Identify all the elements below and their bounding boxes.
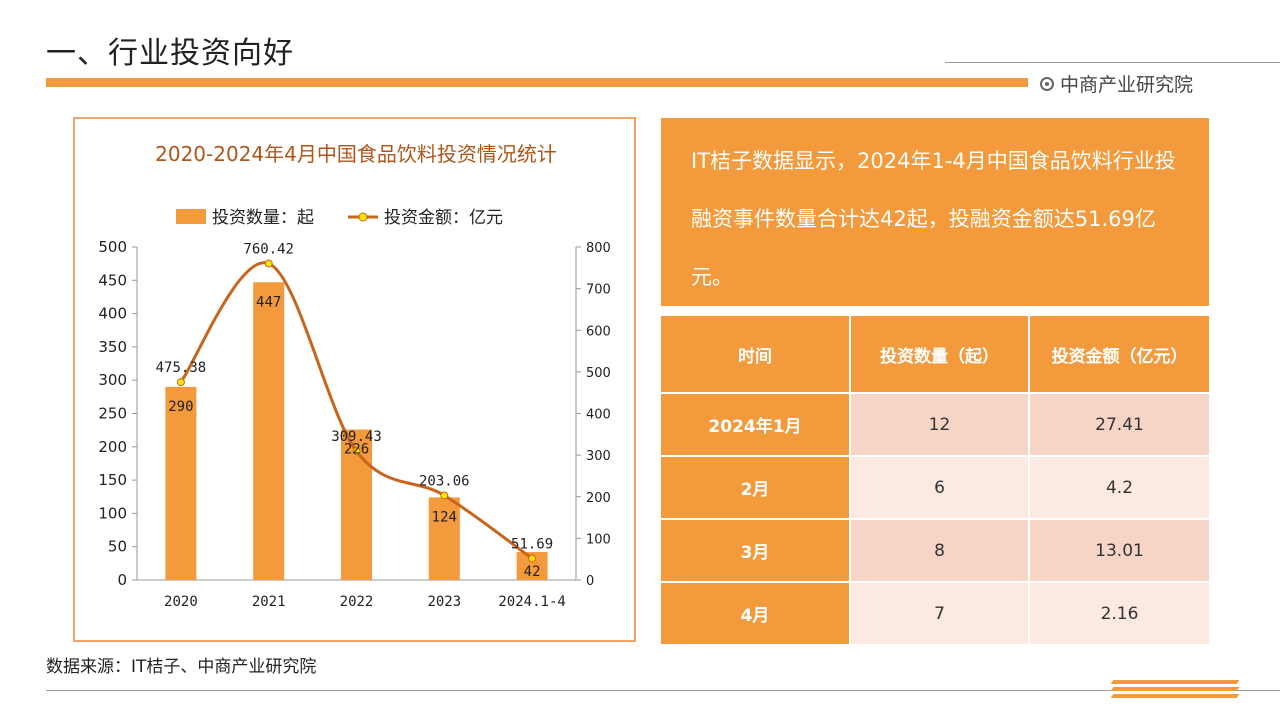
- title-accent-bar: [46, 78, 1028, 87]
- table-cell-amount: 2.16: [1030, 581, 1209, 644]
- table-cell-count: 7: [851, 581, 1030, 644]
- page-title: 一、行业投资向好: [46, 36, 294, 71]
- bar-value-label: 42: [524, 564, 541, 580]
- y-tick-label-left: 350: [98, 338, 127, 356]
- table-cell-time: 3月: [661, 518, 851, 581]
- table-cell-time: 2024年1月: [661, 392, 851, 455]
- x-tick-label: 2022: [340, 594, 374, 610]
- line-point-2024.1-4: [528, 554, 537, 563]
- table-cell-time: 4月: [661, 581, 851, 644]
- bar-value-label: 447: [256, 294, 281, 310]
- bar-2021: [253, 282, 285, 580]
- bar-2020: [165, 386, 197, 580]
- brand-logo: 中商产业研究院: [1040, 70, 1193, 97]
- line-point-2022: [352, 447, 361, 456]
- bar-value-label: 124: [432, 509, 457, 525]
- y-tick-label-left: 450: [98, 271, 127, 289]
- y-tick-label-right: 300: [586, 449, 611, 464]
- legend-marker-line: [358, 212, 368, 222]
- y-tick-label-left: 50: [108, 538, 127, 556]
- line-value-label: 475.38: [156, 360, 207, 376]
- line-value-label: 203.06: [419, 473, 470, 489]
- table-cell-count: 12: [851, 392, 1030, 455]
- header-time: 时间: [661, 316, 851, 392]
- x-tick-label: 2023: [427, 594, 461, 610]
- y-tick-label-right: 700: [586, 283, 611, 298]
- bar-value-label: 226: [344, 441, 369, 457]
- table-row: 4月 7 2.16: [661, 581, 1209, 644]
- table-cell-amount: 4.2: [1030, 455, 1209, 518]
- table-cell-count: 6: [851, 455, 1030, 518]
- y-tick-label-right: 400: [586, 408, 611, 423]
- table-header-row: 时间 投资数量（起） 投资金额（亿元）: [661, 316, 1209, 392]
- y-tick-label-left: 500: [98, 238, 127, 256]
- header-amount: 投资金额（亿元）: [1030, 316, 1209, 392]
- table-cell-time: 2月: [661, 455, 851, 518]
- bar-value-label: 290: [168, 399, 193, 415]
- table-cell-count: 8: [851, 518, 1030, 581]
- x-tick-label: 2021: [252, 594, 286, 610]
- y-tick-label-left: 0: [117, 571, 127, 589]
- brand-name: 中商产业研究院: [1060, 74, 1194, 96]
- legend-label-line: 投资金额：亿元: [384, 208, 503, 228]
- line-point-2021: [264, 259, 273, 268]
- table-row: 3月 8 13.01: [661, 518, 1209, 581]
- table-cell-amount: 27.41: [1030, 392, 1209, 455]
- y-tick-label-left: 100: [98, 504, 127, 522]
- y-tick-label-left: 150: [98, 471, 127, 489]
- chart-frame: 2020-2024年4月中国食品饮料投资情况统计投资数量：起 投资金额：亿元 0 50…: [73, 117, 636, 642]
- line-point-2023: [440, 491, 449, 500]
- table-row: 2月 6 4.2: [661, 455, 1209, 518]
- y-tick-label-right: 800: [586, 241, 611, 256]
- legend-label-bar: 投资数量：起: [212, 208, 314, 228]
- summary-text: IT桔子数据显示，2024年1-4月中国食品饮料行业投融资事件数量合计达42起，…: [691, 149, 1176, 289]
- x-tick-label: 2024.1-4: [498, 594, 565, 610]
- y-tick-label-left: 300: [98, 371, 127, 389]
- y-tick-label-left: 250: [98, 405, 127, 423]
- y-tick-label-left: 400: [98, 305, 127, 323]
- header-divider-line: [945, 62, 1280, 63]
- bar-2023: [428, 497, 460, 580]
- y-tick-label-right: 600: [586, 324, 611, 339]
- header-count: 投资数量（起）: [851, 316, 1030, 392]
- table-cell-amount: 13.01: [1030, 518, 1209, 581]
- line-point-2020: [176, 378, 185, 387]
- footer-divider: [46, 690, 1280, 691]
- monthly-data-table: 时间 投资数量（起） 投资金额（亿元） 2024年1月 12 27.41 2月 …: [661, 316, 1209, 644]
- line-value-label: 760.42: [243, 241, 294, 257]
- header-stripes: [997, 78, 1029, 87]
- line-value-label: 309.43: [331, 429, 382, 445]
- y-tick-label-right: 200: [586, 491, 611, 506]
- table-row: 2024年1月 12 27.41: [661, 392, 1209, 455]
- data-source: 数据来源：IT桔子、中商产业研究院: [46, 657, 317, 677]
- line-value-label: 51.69: [511, 536, 553, 552]
- y-tick-label-left: 200: [98, 438, 127, 456]
- y-tick-label-right: 500: [586, 366, 611, 381]
- chart-title: 2020-2024年4月中国食品饮料投资情况统计: [155, 142, 557, 166]
- y-tick-label-right: 0: [586, 574, 594, 589]
- summary-box: IT桔子数据显示，2024年1-4月中国食品饮料行业投融资事件数量合计达42起，…: [661, 118, 1209, 306]
- series-line-amount: [179, 261, 533, 560]
- x-tick-label: 2020: [164, 594, 198, 610]
- y-tick-label-right: 100: [586, 532, 611, 547]
- target-icon: [1040, 76, 1054, 91]
- legend-swatch-bar: [176, 209, 206, 224]
- footer-stripes: [1110, 680, 1240, 698]
